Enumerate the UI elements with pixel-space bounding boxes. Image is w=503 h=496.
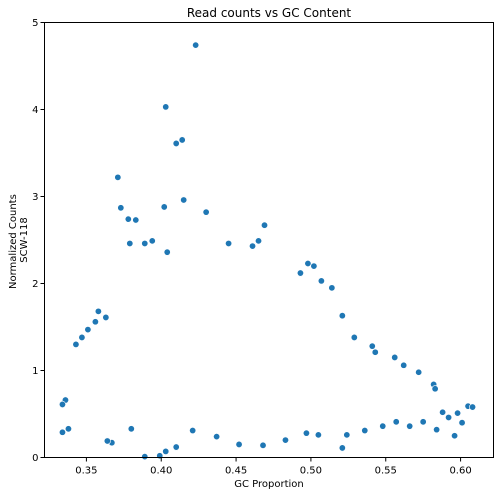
data-point [72,340,80,348]
data-point [379,422,387,430]
data-point [431,385,439,393]
data-point [91,318,99,326]
data-point [371,348,379,356]
data-point [94,307,102,315]
data-point [124,215,132,223]
data-point [433,426,441,434]
x-tick-label: 0.55 [375,466,397,477]
data-point [160,203,168,211]
data-point [192,41,200,49]
data-point [114,173,122,181]
data-point [392,418,400,426]
x-tick-label: 0.35 [75,466,97,477]
data-point [391,353,399,361]
data-point [338,444,346,452]
data-point [304,259,312,267]
y-tick-label: 4 [32,105,38,116]
data-point [419,418,427,426]
data-point [126,239,134,247]
y-axis-label: Normalized Counts SCW-118 [8,191,30,289]
data-point [162,103,170,111]
data-point [163,248,171,256]
data-point [127,425,135,433]
data-point [249,242,257,250]
x-axis-label: GC Proportion [234,479,304,490]
data-point [235,440,243,448]
data-point [189,427,197,435]
y-tick-label: 1 [32,366,38,377]
data-point [172,443,180,451]
x-tick-label: 0.45 [225,466,247,477]
data-point [296,269,304,277]
data-point [338,312,346,320]
data-point [310,262,318,270]
data-point [406,422,414,430]
data-point [261,221,269,229]
y-axis-label-line-1: Normalized Counts [8,194,19,289]
data-point [58,400,66,408]
data-point [180,196,188,204]
data-point [172,139,180,147]
data-point [350,333,358,341]
data-point [132,216,140,224]
data-point [178,136,186,144]
data-point [343,431,351,439]
data-point [458,419,466,427]
data-point [317,277,325,285]
y-tick-label: 0 [32,453,38,464]
data-point [202,208,210,216]
data-point [148,237,156,245]
data-point [454,409,462,417]
data-point [141,453,149,461]
y-tick-label: 3 [32,192,38,203]
data-point [368,342,376,350]
data-point [78,333,86,341]
y-tick-label: 5 [32,18,38,29]
data-point [361,427,369,435]
data-point [400,361,408,369]
data-point [213,433,221,441]
plot-area [58,41,477,461]
data-point [255,237,263,245]
data-point [162,447,170,455]
data-point [451,432,459,440]
x-axis-ticks: 0.35 0.40 0.45 0.50 0.55 0.60 [75,457,472,477]
data-point [469,403,477,411]
data-point [141,239,149,247]
y-axis-ticks: 0 1 2 3 4 5 [32,18,45,464]
axes-frame [44,22,494,458]
data-point [103,437,111,445]
x-tick-label: 0.60 [449,466,471,477]
data-point [314,431,322,439]
data-point [84,326,92,334]
data-point [58,428,66,436]
y-tick-label: 2 [32,279,38,290]
data-point [259,441,267,449]
data-point [117,204,125,212]
data-point [225,239,233,247]
x-tick-label: 0.50 [300,466,322,477]
data-point [64,425,72,433]
data-point [328,284,336,292]
data-point [439,408,447,416]
data-point [281,436,289,444]
chart-title: Read counts vs GC Content [187,6,352,20]
data-point [102,313,110,321]
data-point [302,429,310,437]
x-tick-label: 0.40 [150,466,172,477]
data-point [445,413,453,421]
y-axis-label-line-2: SCW-118 [19,217,30,263]
data-point [415,368,423,376]
